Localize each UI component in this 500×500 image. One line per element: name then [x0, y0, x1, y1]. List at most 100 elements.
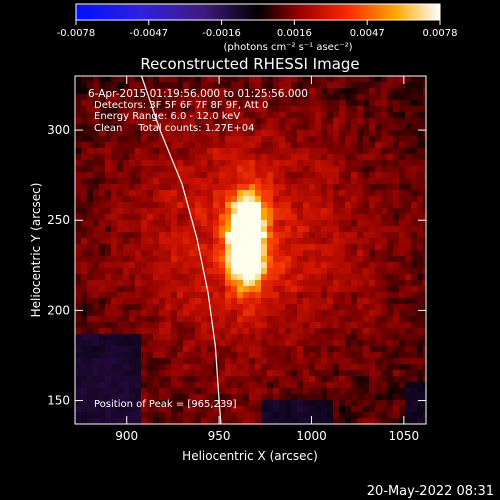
heatmap-cell: [351, 382, 358, 389]
heatmap-cell: [363, 316, 370, 323]
heatmap-cell: [87, 340, 94, 347]
heatmap-cell: [345, 82, 352, 89]
heatmap-cell: [297, 136, 304, 143]
heatmap-cell: [183, 118, 190, 125]
heatmap-cell: [99, 202, 106, 209]
heatmap-cell: [165, 82, 172, 89]
heatmap-cell: [75, 184, 82, 191]
heatmap-cell: [327, 154, 334, 161]
heatmap-cell: [315, 196, 322, 203]
heatmap-cell: [309, 136, 316, 143]
heatmap-cell: [261, 304, 268, 311]
heatmap-cell: [375, 328, 382, 335]
heatmap-cell: [177, 346, 184, 353]
heatmap-cell: [99, 256, 106, 263]
heatmap-cell: [375, 322, 382, 329]
heatmap-cell: [417, 214, 424, 221]
heatmap-cell: [177, 352, 184, 359]
heatmap-cell: [411, 274, 418, 281]
heatmap-cell: [297, 250, 304, 257]
heatmap-cell: [141, 352, 148, 359]
heatmap-cell: [225, 406, 232, 413]
heatmap-cell: [213, 124, 220, 131]
heatmap-cell: [315, 376, 322, 383]
heatmap-cell: [411, 76, 418, 83]
heatmap-cell: [177, 382, 184, 389]
heatmap-cell: [279, 160, 286, 167]
heatmap-cell: [81, 250, 88, 257]
heatmap-cell: [213, 346, 220, 353]
heatmap-cell: [387, 214, 394, 221]
heatmap-cell: [345, 382, 352, 389]
heatmap-cell: [267, 274, 274, 281]
heatmap-cell: [357, 346, 364, 353]
heatmap-cell: [387, 130, 394, 137]
heatmap-cell: [111, 142, 118, 149]
heatmap-cell: [111, 406, 118, 413]
heatmap-cell: [369, 298, 376, 305]
heatmap-cell: [213, 202, 220, 209]
heatmap-cell: [177, 250, 184, 257]
heatmap-cell: [327, 148, 334, 155]
heatmap-cell: [285, 376, 292, 383]
heatmap-cell: [111, 118, 118, 125]
heatmap-cell: [333, 220, 340, 227]
heatmap-cell: [333, 286, 340, 293]
heatmap-cell: [339, 166, 346, 173]
heatmap-cell: [417, 334, 424, 341]
heatmap-cell: [249, 214, 256, 221]
heatmap-cell: [327, 94, 334, 101]
heatmap-cell: [387, 250, 394, 257]
heatmap-cell: [249, 310, 256, 317]
heatmap-cell: [207, 118, 214, 125]
heatmap-cell: [351, 220, 358, 227]
heatmap-cell: [123, 304, 130, 311]
heatmap-cell: [363, 130, 370, 137]
heatmap-cell: [423, 172, 426, 179]
heatmap-cell: [117, 406, 124, 413]
heatmap-cell: [207, 184, 214, 191]
heatmap-cell: [423, 412, 426, 419]
heatmap-cell: [189, 76, 196, 83]
heatmap-cell: [315, 334, 322, 341]
heatmap-cell: [117, 268, 124, 275]
heatmap-cell: [249, 394, 256, 401]
heatmap-cell: [363, 412, 370, 419]
heatmap-cell: [159, 244, 166, 251]
heatmap-cell: [141, 358, 148, 365]
heatmap-cell: [351, 82, 358, 89]
heatmap-cell: [243, 298, 250, 305]
colorbar-tick-label: 0.0078: [423, 28, 458, 39]
heatmap-cell: [207, 88, 214, 95]
heatmap-cell: [291, 418, 298, 424]
heatmap-cell: [195, 148, 202, 155]
heatmap-cell: [279, 190, 286, 197]
heatmap-cell: [147, 238, 154, 245]
heatmap-cell: [177, 184, 184, 191]
heatmap-cell: [381, 202, 388, 209]
heatmap-cell: [261, 178, 268, 185]
heatmap-cell: [123, 88, 130, 95]
heatmap-cell: [315, 256, 322, 263]
heatmap-cell: [315, 298, 322, 305]
heatmap-cell: [111, 184, 118, 191]
heatmap-cell: [405, 148, 412, 155]
heatmap-cell: [291, 322, 298, 329]
heatmap-cell: [117, 400, 124, 407]
heatmap-cell: [285, 394, 292, 401]
heatmap-cell: [213, 322, 220, 329]
heatmap-cell: [231, 274, 238, 281]
heatmap-cell: [369, 346, 376, 353]
heatmap-cell: [201, 304, 208, 311]
heatmap-cell: [183, 106, 190, 113]
heatmap-cell: [291, 88, 298, 95]
heatmap-cell: [135, 202, 142, 209]
heatmap-cell: [345, 328, 352, 335]
heatmap-cell: [141, 310, 148, 317]
heatmap-cell: [81, 418, 88, 424]
heatmap-cell: [153, 76, 160, 83]
heatmap-cell: [291, 196, 298, 203]
heatmap-cell: [309, 412, 316, 419]
heatmap-cell: [237, 352, 244, 359]
heatmap-cell: [387, 172, 394, 179]
